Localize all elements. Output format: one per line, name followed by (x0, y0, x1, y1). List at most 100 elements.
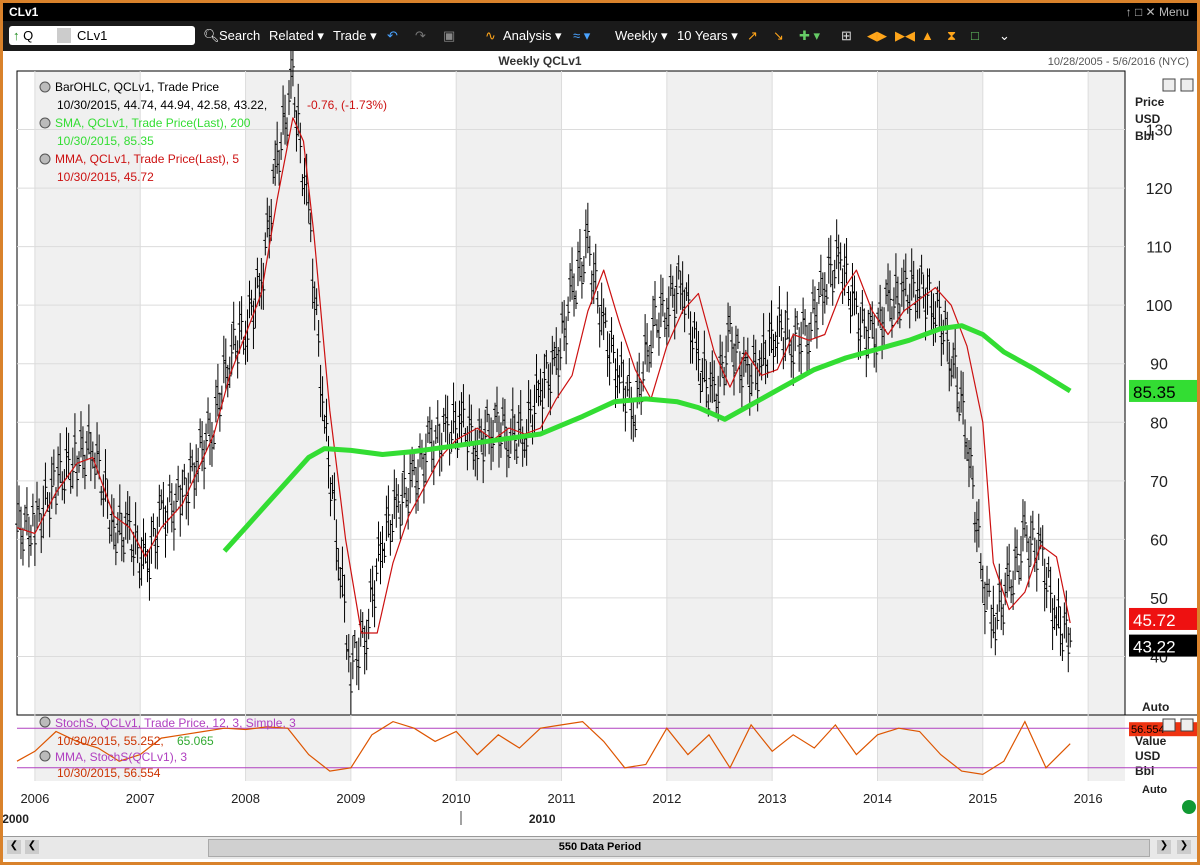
x-tick-label: 2006 (20, 791, 49, 806)
bar-values: 10/30/2015, 44.74, 44.94, 42.58, 43.22, (57, 98, 267, 112)
scroll-left-icon[interactable]: ❮ (7, 840, 21, 854)
y-tick-label: 120 (1146, 181, 1173, 198)
panel-close-icon[interactable] (1180, 78, 1194, 92)
era-label: 2000 (3, 812, 29, 826)
chart-area[interactable]: Weekly QCLv1 10/28/2005 - 5/6/2016 (NYC) 4… (2, 40, 1197, 834)
window-controls[interactable]: ↑ □ ✕ (1125, 5, 1156, 19)
scroll-thumb[interactable] (208, 839, 1150, 857)
sma-value-tag: 85.35 (1133, 383, 1176, 402)
auto-scale-button: Auto (1142, 700, 1169, 714)
menu-label[interactable]: Menu (1158, 5, 1189, 19)
sma-value-tag-bg (1129, 379, 1197, 402)
mma-line (16, 117, 1071, 634)
window-title: CLv1 (9, 5, 39, 19)
x-tick-label: 2016 (1074, 791, 1103, 806)
symbol-type-dropdown[interactable] (57, 28, 71, 43)
trade-menu[interactable]: Trade ▾ (333, 28, 377, 43)
value-unit-label: Bbl (1135, 764, 1154, 778)
select-area-icon[interactable]: □ (971, 28, 979, 43)
stoch-values-b: 65.065 (177, 734, 214, 748)
x-tick-label: 2010 (442, 791, 471, 806)
stoch-clock-icon (39, 716, 51, 728)
year-band (666, 71, 773, 781)
wave-icon[interactable]: ≈ ▾ (573, 28, 591, 43)
x-tick-label: 2014 (863, 791, 892, 806)
symbol-box[interactable]: ↑ Q CLv1 (9, 26, 195, 45)
mma-value-tag: 45.72 (1133, 611, 1176, 630)
year-band (245, 71, 351, 781)
analysis-menu[interactable]: Analysis ▾ (503, 28, 562, 43)
mma-values: 10/30/2015, 45.72 (57, 170, 154, 184)
y-tick-label: 110 (1146, 240, 1172, 257)
more-icon[interactable]: ⌄ (999, 28, 1010, 43)
panel-close-icon[interactable] (1180, 718, 1194, 732)
x-tick-label: 2007 (126, 791, 155, 806)
search-button[interactable]: Search (219, 28, 261, 43)
stoch-value-tag: 56.554 (1131, 724, 1165, 736)
undo-icon[interactable]: ↶ (387, 28, 398, 43)
bar-change: -0.76, (-1.73%) (307, 98, 387, 112)
collapse-horizontal-icon[interactable]: ▶◀ (895, 28, 915, 43)
era-label: 2010 (529, 812, 556, 826)
value-unit-label: Value (1135, 734, 1167, 748)
legend-label: MMA, QCLv1, Trade Price(Last), 5 (55, 152, 239, 166)
scroll-left-fast-icon[interactable]: ❮ (25, 840, 39, 854)
scroll-right-fast-icon[interactable]: ❯ (1177, 840, 1191, 854)
y-tick-label: 80 (1150, 415, 1168, 432)
x-tick-label: 2011 (548, 791, 576, 806)
stoch-mma-label: MMA, StochS(QCLv1), 3 (55, 750, 187, 764)
interval-menu[interactable]: Weekly ▾ (615, 28, 668, 43)
last-price-tag: 43.22 (1133, 638, 1176, 657)
ohlc-bars (15, 40, 1073, 715)
related-menu[interactable]: Related ▾ (269, 28, 324, 43)
y-tick-label: 60 (1150, 532, 1168, 549)
legend-label: SMA, QCLv1, Trade Price(Last), 200 (55, 116, 251, 130)
y-tick-label: 130 (1146, 123, 1173, 140)
collapse-vertical-icon[interactable]: ⧗ (947, 28, 957, 43)
legend-label: BarOHLC, QCLv1, Trade Price (55, 80, 219, 94)
panel-maximize-icon[interactable] (1162, 718, 1176, 732)
y-tick-label: 70 (1150, 474, 1168, 491)
stoch-line (16, 720, 1071, 776)
chart-title: Weekly QCLv1 (498, 54, 581, 68)
search-icon[interactable]: 🔍︎ (203, 28, 220, 43)
window-menu[interactable]: ↑ □ ✕ Menu (1126, 5, 1189, 19)
pan-horizontal-icon[interactable]: ◀▶ (867, 28, 887, 43)
redo-icon[interactable]: ↷ (415, 28, 426, 43)
panel-maximize-icon[interactable] (1162, 78, 1176, 92)
last-price-tag-bg (1129, 634, 1197, 657)
price-unit-label: Bbl (1135, 129, 1154, 143)
x-tick-label: 2012 (652, 791, 681, 806)
analysis-icon: ∿ (485, 28, 496, 43)
legend-clock-icon (39, 153, 51, 165)
crosshair-icon[interactable]: ✚ ▾ (799, 28, 821, 43)
x-tick-label: 2008 (231, 791, 260, 806)
scroll-right-icon[interactable]: ❯ (1157, 840, 1171, 854)
y-tick-label: 100 (1146, 298, 1173, 315)
symbol-type[interactable]: ↑ Q (13, 28, 34, 43)
toolbar: ↑ Q CLv1 🔍︎ Search Related ▾ Trade ▾ ↶ ↷… (3, 21, 1197, 51)
legend-clock-icon (39, 117, 51, 129)
price-unit-label: USD (1135, 112, 1161, 126)
date-range-label: 10/28/2005 - 5/6/2016 (NYC) (1048, 56, 1189, 68)
y-tick-label: 90 (1150, 357, 1168, 374)
value-unit-label: USD (1135, 749, 1161, 763)
time-scrollbar[interactable]: ❮ ❮ 550 Data Period ❯ ❯ (3, 836, 1197, 859)
stoch-mma-clock-icon (39, 750, 51, 762)
range-menu[interactable]: 10 Years ▾ (677, 28, 738, 43)
year-band (877, 71, 983, 781)
year-band (1088, 71, 1125, 781)
stoch-values-a: 10/30/2015, 55.252, (57, 734, 164, 748)
status-indicator (1182, 800, 1196, 814)
line-chart-icon[interactable]: ↗ (747, 28, 758, 43)
price-chart[interactable]: Weekly QCLv1 10/28/2005 - 5/6/2016 (NYC) 4… (2, 40, 1197, 834)
compare-chart-icon[interactable]: ↘ (773, 28, 784, 43)
zoom-in-icon[interactable]: ⊞ (841, 28, 852, 43)
year-band (456, 71, 562, 781)
x-tick-label: 2009 (336, 791, 365, 806)
camera-icon[interactable]: ▣ (443, 28, 456, 43)
x-tick-label: 2015 (968, 791, 997, 806)
pan-vertical-icon[interactable]: ▲ (921, 28, 934, 43)
symbol-input[interactable]: CLv1 (77, 28, 108, 43)
x-tick-label: 2013 (758, 791, 787, 806)
